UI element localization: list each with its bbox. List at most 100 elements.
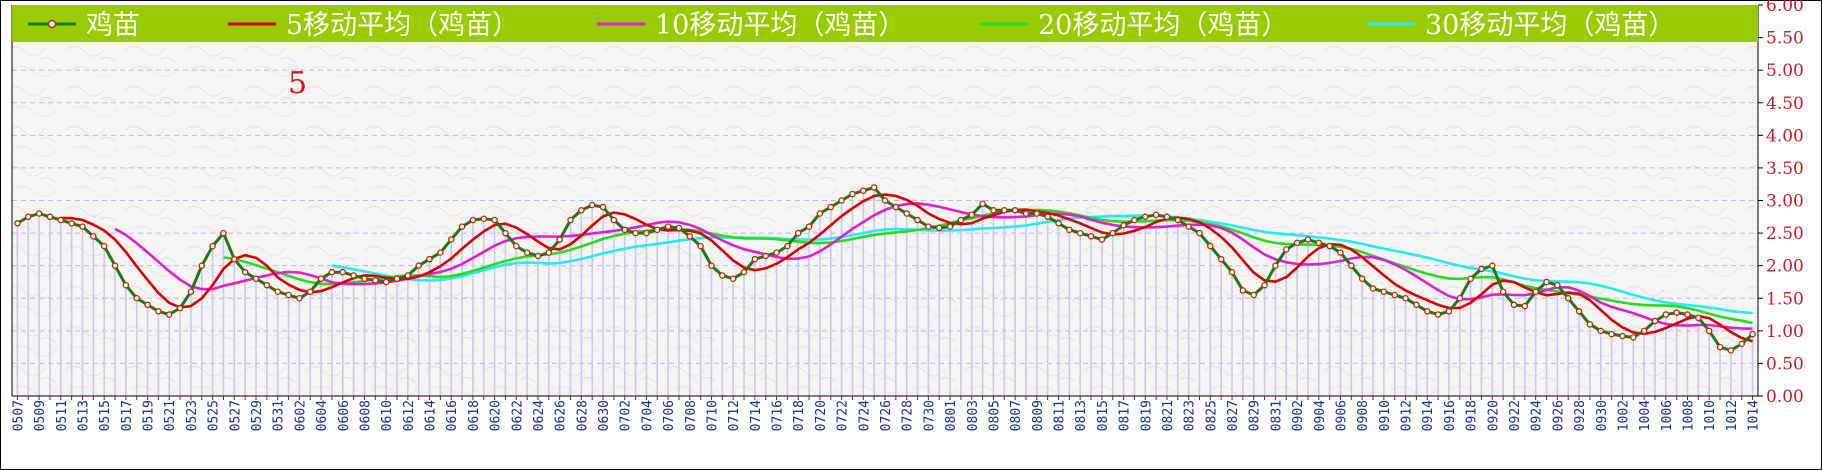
y-tick-label: 2.00 [1766,257,1804,277]
price-point [1716,343,1724,351]
x-tick-label: 0924 [1530,400,1545,431]
price-point [155,308,162,315]
x-tick-label: 0825 [1204,400,1219,431]
price-point [1445,308,1453,315]
x-tick-label: 0527 [228,400,243,431]
price-point [176,304,184,312]
price-point [686,233,694,240]
y-tick-label: 0.50 [1766,354,1804,374]
x-tick-label: 0608 [359,400,374,431]
legend-label: 30移动平均（鸡苗） [1425,10,1675,41]
price-point [252,275,260,282]
price-point [296,294,303,302]
price-point [697,242,704,250]
x-tick-label: 0529 [250,400,265,431]
price-point [1705,327,1713,335]
price-point [1380,288,1388,295]
x-tick-label: 0511 [55,400,70,431]
x-tick-label: 0523 [185,400,200,431]
price-point [773,249,780,256]
x-tick-label: 0813 [1074,400,1089,431]
x-tick-label: 0610 [380,400,395,431]
x-tick-label: 0930 [1595,400,1610,431]
x-tick-label: 0803 [966,400,981,431]
price-point [1098,236,1106,243]
x-tick-label: 0618 [467,400,482,431]
x-tick-label: 0821 [1161,400,1176,431]
price-point [664,223,672,230]
price-point [46,213,54,221]
price-point [339,268,347,276]
price-point [393,275,401,282]
price-point [1011,207,1019,214]
price-point [1564,294,1572,302]
price-point [578,207,585,214]
price-point [838,197,845,204]
x-tick-label: 0819 [1139,400,1154,431]
price-point [1152,211,1160,219]
price-point [903,210,910,217]
price-point [426,255,433,263]
price-point [1738,340,1745,348]
x-tick-label: 0910 [1378,400,1393,431]
x-tick-label: 1010 [1703,400,1718,431]
price-point [1510,301,1518,309]
legend-marker [47,19,57,29]
x-tick-label: 0906 [1335,400,1350,431]
y-tick-label: 4.00 [1766,126,1804,146]
price-point [231,255,238,263]
price-point [111,262,119,269]
price-point [90,233,97,240]
price-point [751,255,759,263]
price-point [1499,288,1507,295]
price-point [1402,294,1409,302]
price-point [1695,314,1702,322]
legend: 鸡苗 5移动平均（鸡苗） 10移动平均（鸡苗） 20移动平均（鸡苗） 30移动平均（鸡苗… [28,10,1675,41]
x-tick-label: 0809 [1031,400,1046,431]
price-point [1630,334,1637,341]
x-tick-label: 0519 [142,400,157,431]
price-point [935,224,943,232]
x-tick-label: 0904 [1313,400,1328,431]
price-point [1619,332,1626,340]
y-tick-label: 1.50 [1766,289,1804,309]
x-tick-label: 0912 [1400,400,1415,431]
price-point [1001,207,1008,214]
price-point [328,268,336,276]
price-point [35,210,43,217]
price-point [556,236,563,243]
price-point [14,220,21,227]
price-point [643,229,650,237]
price-point [437,249,444,256]
price-point [209,242,216,250]
price-point [1131,216,1138,224]
price-point [1456,294,1464,302]
price-point [1087,233,1095,240]
price-point [849,190,856,198]
price-point [285,291,292,299]
price-point [317,275,325,282]
price-point [1467,275,1474,282]
x-tick-label: 0626 [554,400,569,431]
price-point [1358,275,1366,282]
x-tick-label: 0823 [1183,400,1198,431]
y-tick-label: 0.00 [1766,387,1804,407]
price-point [513,242,520,250]
price-point [469,216,477,224]
price-point [1597,327,1605,335]
x-tick-label: 0616 [445,400,460,431]
price-point [100,242,108,250]
x-tick-label: 0614 [424,400,439,431]
x-tick-label: 0805 [987,400,1002,431]
x-tick-label: 0718 [792,400,807,431]
x-tick-label: 0914 [1421,400,1436,431]
price-point [979,200,986,208]
x-tick-label: 0928 [1573,400,1588,431]
x-tick-label: 0716 [771,400,786,431]
x-tick-label: 0722 [836,400,851,431]
x-tick-label: 0817 [1118,400,1133,431]
legend-label: 10移动平均（鸡苗） [655,10,905,41]
x-tick-label: 0922 [1508,400,1523,431]
price-point [306,288,314,295]
